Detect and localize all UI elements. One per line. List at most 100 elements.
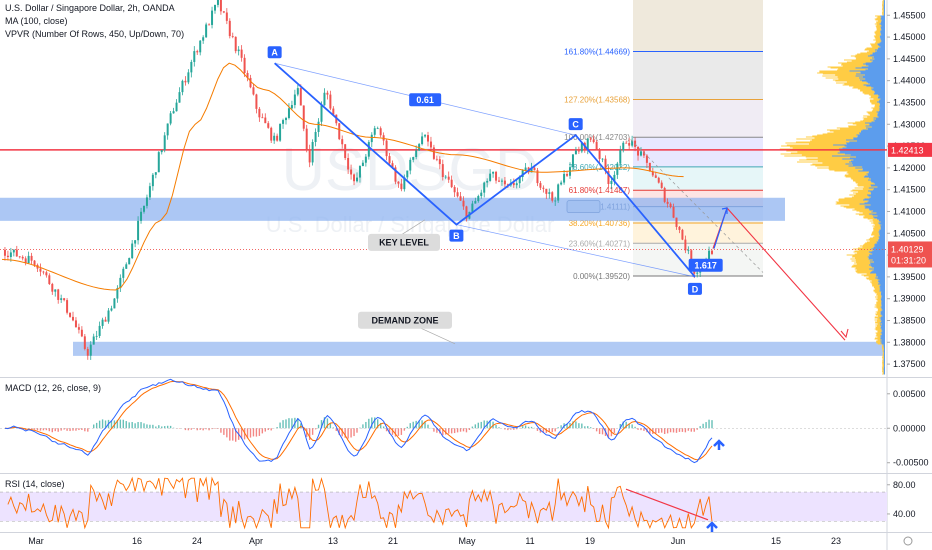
harmonic-point-label: B xyxy=(453,231,460,241)
candle-body xyxy=(533,167,536,171)
harmonic-point-d xyxy=(687,282,702,295)
candle-body xyxy=(282,120,285,124)
candle-body xyxy=(39,268,42,272)
candle-body xyxy=(131,243,134,259)
candle-body xyxy=(24,258,27,264)
candle-body xyxy=(332,108,335,115)
candle-body xyxy=(678,226,681,230)
candle-body xyxy=(480,192,483,197)
macd-indicator-label[interactable]: MACD (12, 26, close, 9) xyxy=(5,383,102,393)
candle-body xyxy=(486,180,489,183)
candle-body xyxy=(424,135,427,137)
candle-body xyxy=(21,256,24,259)
candle-body xyxy=(370,134,373,143)
candle-body xyxy=(684,239,687,251)
candle-body xyxy=(69,312,72,317)
candle-body xyxy=(648,162,651,172)
candle-body xyxy=(356,177,358,182)
candle-body xyxy=(708,250,711,261)
candle-body xyxy=(320,105,323,122)
price-tick-label: 1.38000 xyxy=(893,337,926,347)
candle-body xyxy=(128,258,131,265)
candle-body xyxy=(293,94,296,106)
candle-body xyxy=(409,159,412,171)
candle-body xyxy=(601,158,604,160)
rsi-line xyxy=(7,476,713,530)
candle-body xyxy=(622,142,625,151)
candle-body xyxy=(326,92,329,95)
candle-body xyxy=(586,138,589,150)
candle-body xyxy=(574,150,577,155)
candle-body xyxy=(631,140,634,146)
candle-body xyxy=(110,308,113,311)
candle-body xyxy=(628,142,631,146)
candle-body xyxy=(151,174,154,187)
candle-body xyxy=(163,135,166,151)
candle-body xyxy=(125,264,128,269)
settings-icon xyxy=(903,536,913,546)
candle-body xyxy=(338,123,341,140)
rsi-divergence-line xyxy=(625,488,709,521)
candle-body xyxy=(166,123,169,136)
candle-body xyxy=(211,10,214,25)
rsi-tick-label: 80.00 xyxy=(893,480,916,490)
up-arrow-icon xyxy=(713,439,725,450)
rsi-band xyxy=(0,492,887,522)
fib-zone xyxy=(633,99,763,138)
candle-body xyxy=(219,0,222,12)
candle-body xyxy=(30,255,33,261)
candle-body xyxy=(438,159,441,165)
candle-body xyxy=(441,164,444,178)
candle-body xyxy=(563,173,566,183)
candle-body xyxy=(500,180,503,182)
time-tick-label: 24 xyxy=(192,536,202,546)
up-arrow-icon xyxy=(706,521,718,532)
ma-indicator-label[interactable]: MA (100, close) xyxy=(5,16,68,26)
candles xyxy=(3,0,713,360)
candle-body xyxy=(228,20,231,37)
candle-body xyxy=(412,157,415,160)
candle-body xyxy=(42,271,45,273)
candle-body xyxy=(137,220,140,241)
fib-zone-top xyxy=(633,0,763,52)
price-tick-label: 1.45000 xyxy=(893,32,926,42)
candle-body xyxy=(391,163,394,168)
candle-body xyxy=(154,172,157,175)
candle-body xyxy=(625,142,628,144)
ratio-badge-cd xyxy=(688,258,723,272)
candle-body xyxy=(296,88,299,95)
candle-body xyxy=(654,175,657,178)
candle-body xyxy=(545,188,548,194)
candle-body xyxy=(216,0,219,5)
price-tick-label: 1.39500 xyxy=(893,272,926,282)
candle-body xyxy=(305,128,308,150)
current-price-label: 1.40129 xyxy=(891,244,924,254)
fib-level-label: 38.20%(1.40736) xyxy=(569,219,631,228)
candle-body xyxy=(518,176,521,184)
candle-body xyxy=(666,201,669,204)
candle-body xyxy=(51,283,54,292)
rsi-tick-label: 40.00 xyxy=(893,509,916,519)
candle-body xyxy=(329,94,332,109)
fib-zone xyxy=(633,166,763,191)
candle-body xyxy=(157,152,160,173)
candle-body xyxy=(77,327,80,330)
rsi-indicator-label[interactable]: RSI (14, close) xyxy=(5,479,65,489)
demand-zone-callout xyxy=(358,311,452,329)
candle-body xyxy=(190,61,193,73)
candle-body xyxy=(358,166,361,178)
candle-body xyxy=(57,289,60,300)
candle-body xyxy=(302,105,305,129)
candle-body xyxy=(255,94,258,109)
candle-body xyxy=(140,211,143,221)
candle-body xyxy=(234,36,237,52)
candle-body xyxy=(285,118,287,121)
candle-body xyxy=(83,336,86,349)
candle-body xyxy=(86,348,89,356)
current-price-tag xyxy=(888,241,932,268)
candle-body xyxy=(483,182,486,193)
vpvr-indicator-label[interactable]: VPVR (Number Of Rows, 450, Up/Down, 70) xyxy=(5,29,185,39)
candle-body xyxy=(72,316,74,321)
